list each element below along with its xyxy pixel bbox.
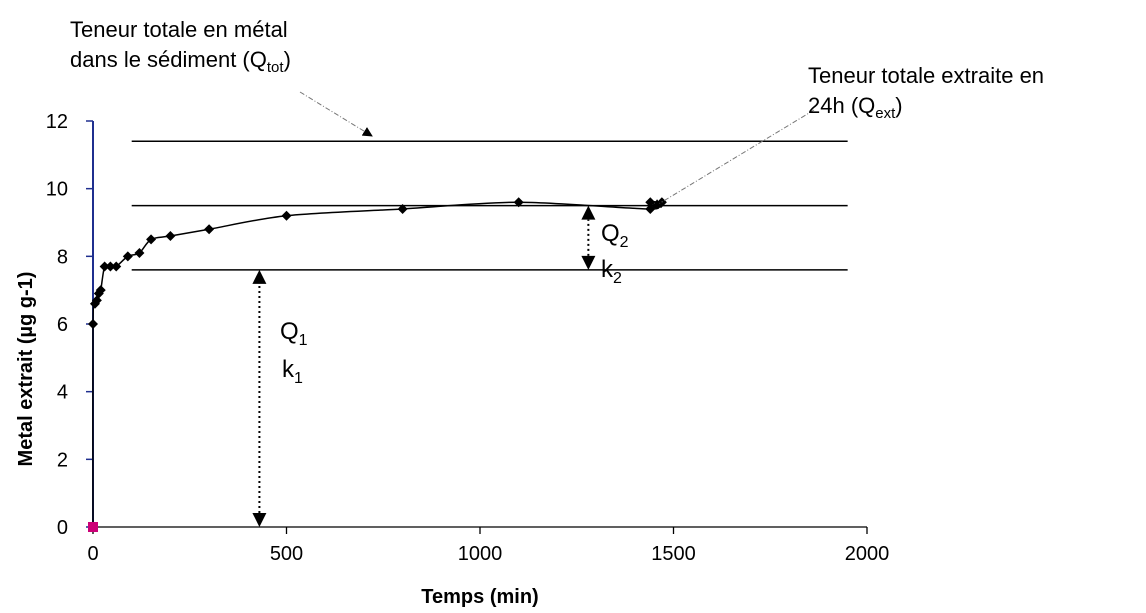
data-point (146, 234, 157, 245)
k2-label: k2 (601, 256, 622, 287)
qext-leader-line (651, 109, 815, 209)
qtot-leader-line (299, 91, 373, 137)
y-axis-title: Metal extrait (µg g-1) (15, 272, 37, 467)
x-tick-label: 500 (270, 543, 303, 565)
data-point (513, 197, 524, 208)
y-tick-label: 6 (57, 314, 68, 336)
q2-arrow-head-bottom (581, 255, 596, 270)
y-tick-label: 10 (46, 179, 68, 201)
q2-arrow-head-top (581, 205, 596, 220)
q2-label: Q2 (601, 220, 629, 251)
data-point (397, 203, 408, 214)
data-point (204, 224, 215, 235)
data-point (88, 319, 98, 329)
qext-annotation: Teneur totale extraite en 24h (Qext) (808, 61, 1044, 121)
x-tick-label: 1500 (651, 543, 696, 565)
data-point (281, 210, 292, 221)
qtot-annotation: Teneur totale en métal dans le sédiment … (70, 15, 291, 75)
qtot-line2: dans le sédiment (Qtot) (70, 47, 291, 76)
k1-label: k1 (282, 356, 303, 387)
x-tick-label: 2000 (845, 543, 890, 565)
data-point (165, 231, 176, 242)
y-tick-label: 4 (57, 382, 68, 404)
x-axis-title: Temps (min) (421, 586, 538, 608)
qext-line2: 24h (Qext) (808, 93, 903, 122)
data-point (134, 247, 145, 258)
data-point (122, 251, 133, 262)
y-tick-label: 8 (57, 246, 68, 268)
x-tick-label: 0 (87, 543, 98, 565)
series-line (92, 201, 662, 528)
q1-label: Q1 (280, 318, 308, 349)
q1-arrow-head-top (252, 269, 267, 284)
data-point (105, 261, 116, 272)
origin-point (88, 522, 98, 532)
y-tick-label: 2 (57, 449, 68, 471)
data-point (99, 261, 110, 272)
q1-arrow-head-bottom (252, 513, 267, 527)
qext-line1: Teneur totale extraite en (808, 63, 1045, 88)
y-tick-label: 0 (57, 517, 68, 539)
qtot-line1: Teneur totale en métal (70, 17, 288, 42)
x-tick-label: 1000 (458, 543, 503, 565)
data-point (95, 285, 106, 296)
y-tick-label: 12 (46, 111, 68, 133)
data-point (111, 261, 122, 272)
